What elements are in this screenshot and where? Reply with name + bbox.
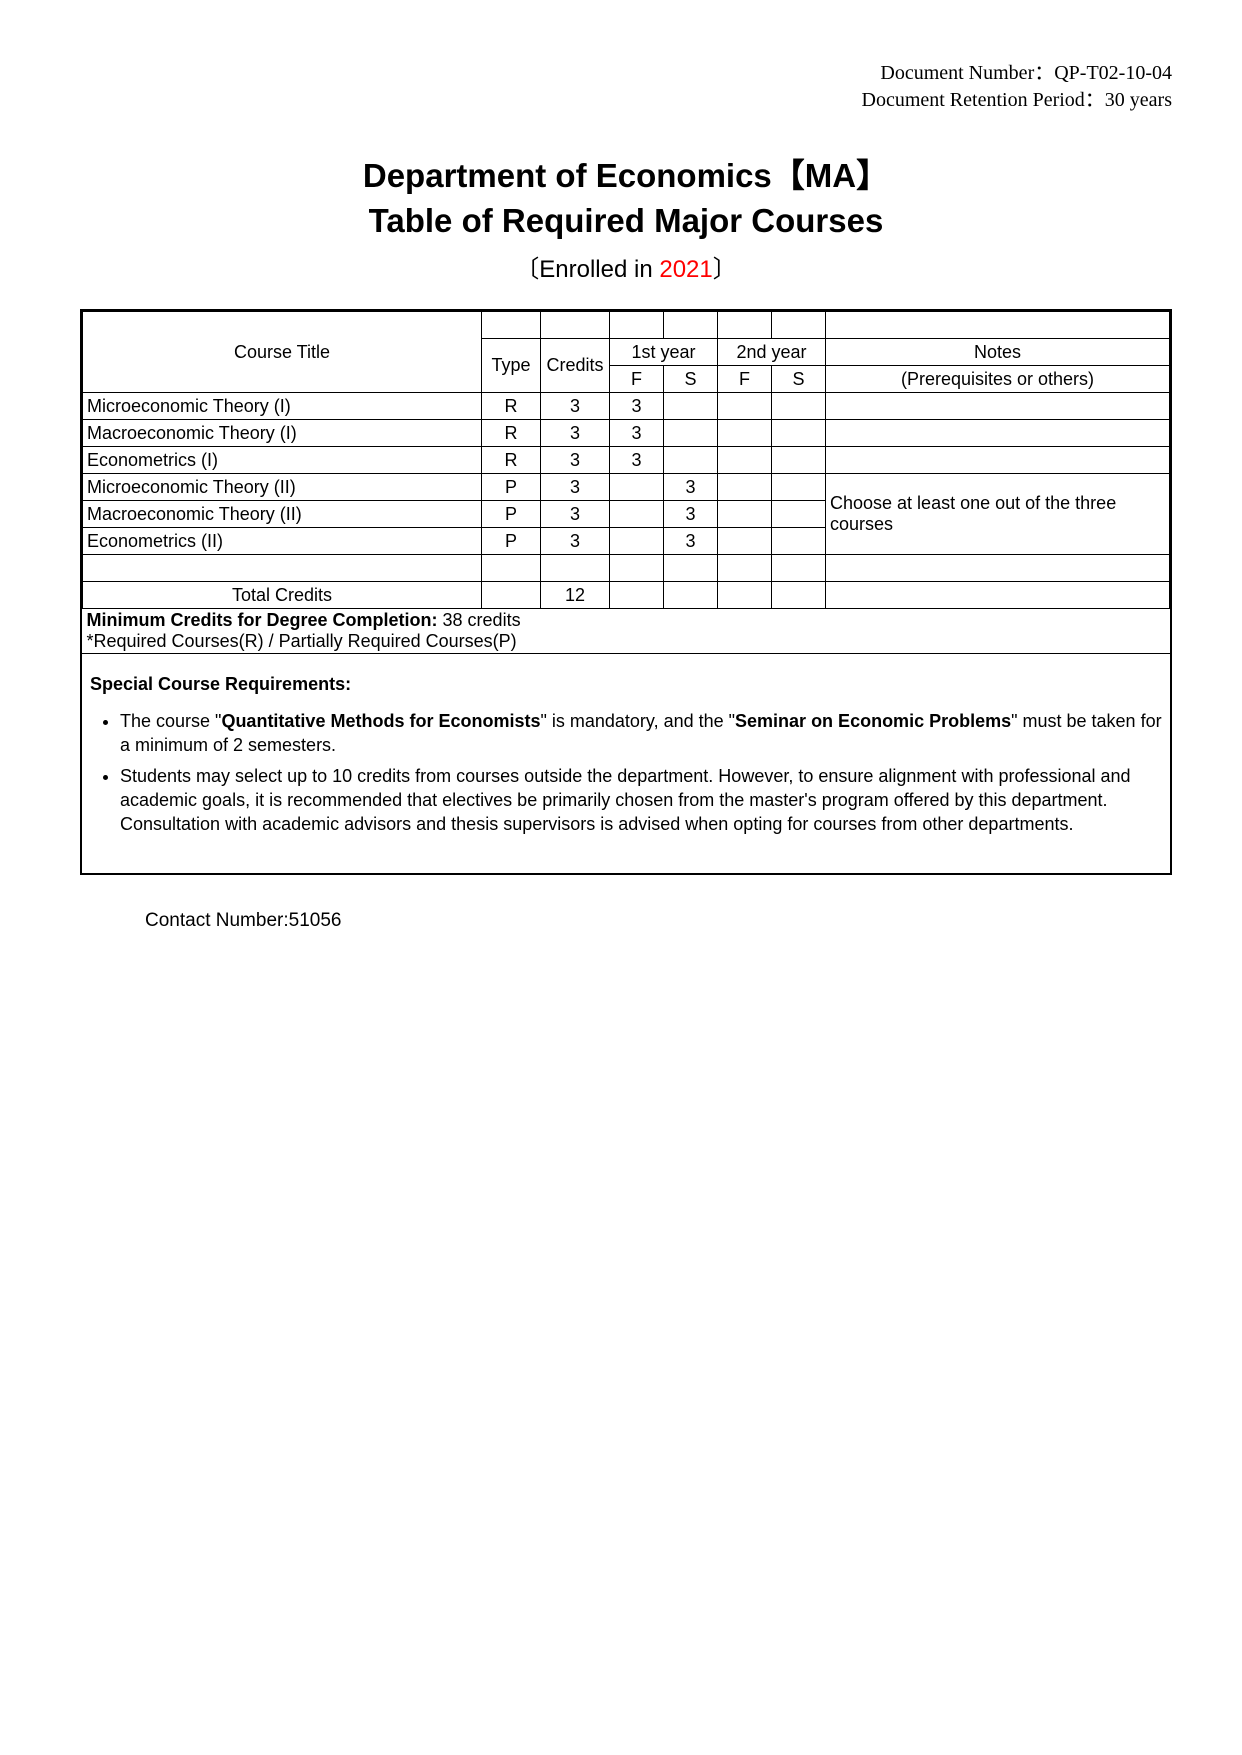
req1-b: Quantitative Methods for Economists: [221, 711, 540, 731]
table-empty-row: [83, 555, 1170, 582]
cell-y2f: [718, 447, 772, 474]
cell-y2f: [718, 393, 772, 420]
cell-y2f: [718, 528, 772, 555]
cell-note: [826, 447, 1170, 474]
cell-y2s: [772, 501, 826, 528]
cell-y1s: [664, 420, 718, 447]
doc-number-value: QP-T02-10-04: [1054, 62, 1172, 84]
cell-course-title: Microeconomic Theory (I): [83, 393, 482, 420]
requirement-item: Students may select up to 10 credits fro…: [120, 764, 1162, 837]
cell-y2s: [772, 528, 826, 555]
header-credits: Credits: [541, 339, 610, 393]
header-notes-sub: (Prerequisites or others): [826, 366, 1170, 393]
table-row: Microeconomic Theory (II) P 3 3 Choose a…: [83, 474, 1170, 501]
header-course-title: Course Title: [83, 312, 482, 393]
table-row: Microeconomic Theory (I) R 3 3: [83, 393, 1170, 420]
enrollment-line: 〔Enrolled in 2021〕: [80, 249, 1172, 284]
cell-type: R: [482, 420, 541, 447]
table-total-row: Total Credits 12: [83, 582, 1170, 609]
cell-type: P: [482, 501, 541, 528]
cell-y2s: [772, 474, 826, 501]
cell-y1f: [610, 501, 664, 528]
course-table: Course Title Type Credits 1st year 2nd y…: [82, 311, 1170, 653]
min-credits-label: Minimum Credits for Degree Completion:: [87, 610, 443, 630]
cell-course-title: Econometrics (II): [83, 528, 482, 555]
cell-y1f: [610, 474, 664, 501]
cell-note: [826, 420, 1170, 447]
requirements-heading: Special Course Requirements:: [90, 674, 1162, 695]
table-row: Macroeconomic Theory (I) R 3 3: [83, 420, 1170, 447]
cell-course-title: Microeconomic Theory (II): [83, 474, 482, 501]
cell-y2f: [718, 420, 772, 447]
cell-credits: 3: [541, 528, 610, 555]
title-line-2: Table of Required Major Courses: [80, 199, 1172, 244]
cell-y1f: 3: [610, 393, 664, 420]
requirement-item: The course "Quantitative Methods for Eco…: [120, 709, 1162, 758]
cell-y1s: [664, 447, 718, 474]
cell-y1f: [610, 528, 664, 555]
cell-y2f: [718, 501, 772, 528]
cell-credits: 3: [541, 474, 610, 501]
total-label: Total Credits: [83, 582, 482, 609]
contact-label: Contact Number:: [145, 910, 289, 931]
enroll-suffix: 〕: [713, 256, 737, 283]
min-credits-value: 38 credits: [443, 610, 521, 630]
table-top-strip: Course Title: [83, 312, 1170, 339]
required-legend: *Required Courses(R) / Partially Require…: [87, 631, 517, 651]
cell-course-title: Macroeconomic Theory (II): [83, 501, 482, 528]
req1-d: Seminar on Economic Problems: [735, 711, 1011, 731]
cell-group-note: Choose at least one out of the three cou…: [826, 474, 1170, 555]
header-y1-f: F: [610, 366, 664, 393]
cell-y2s: [772, 420, 826, 447]
cell-y1f: 3: [610, 420, 664, 447]
header-y2-s: S: [772, 366, 826, 393]
contact-line: Contact Number:51056: [145, 910, 1172, 932]
doc-number-label: Document Number：: [880, 62, 1054, 84]
header-type: Type: [482, 339, 541, 393]
req1-c: " is mandatory, and the ": [540, 711, 735, 731]
header-y2-f: F: [718, 366, 772, 393]
enroll-prefix: 〔Enrolled in: [515, 256, 659, 283]
cell-y2s: [772, 447, 826, 474]
title-block: Department of Economics【MA】 Table of Req…: [80, 154, 1172, 284]
cell-type: R: [482, 447, 541, 474]
cell-type: P: [482, 528, 541, 555]
cell-y1s: 3: [664, 528, 718, 555]
cell-credits: 3: [541, 393, 610, 420]
cell-course-title: Econometrics (I): [83, 447, 482, 474]
cell-type: R: [482, 393, 541, 420]
header-notes: Notes: [826, 339, 1170, 366]
header-year1: 1st year: [610, 339, 718, 366]
retention-value: 30 years: [1105, 89, 1172, 111]
cell-credits: 3: [541, 501, 610, 528]
cell-y1s: [664, 393, 718, 420]
cell-y1f: 3: [610, 447, 664, 474]
total-value: 12: [541, 582, 610, 609]
enroll-year: 2021: [659, 256, 712, 283]
cell-y2f: [718, 474, 772, 501]
cell-credits: 3: [541, 420, 610, 447]
cell-y1s: 3: [664, 501, 718, 528]
contact-value: 51056: [289, 910, 342, 931]
retention-label: Document Retention Period：: [862, 89, 1105, 111]
cell-y2s: [772, 393, 826, 420]
cell-credits: 3: [541, 447, 610, 474]
req1-a: The course ": [120, 711, 221, 731]
header-y1-s: S: [664, 366, 718, 393]
special-requirements: Special Course Requirements: The course …: [82, 653, 1170, 872]
header-year2: 2nd year: [718, 339, 826, 366]
cell-course-title: Macroeconomic Theory (I): [83, 420, 482, 447]
title-line-1: Department of Economics【MA】: [80, 154, 1172, 199]
cell-type: P: [482, 474, 541, 501]
cell-y1s: 3: [664, 474, 718, 501]
cell-note: [826, 393, 1170, 420]
document-metadata: Document Number：QP-T02-10-04 Document Re…: [80, 60, 1172, 114]
table-row: Econometrics (I) R 3 3: [83, 447, 1170, 474]
course-table-box: Course Title Type Credits 1st year 2nd y…: [80, 309, 1172, 874]
table-footer-row: Minimum Credits for Degree Completion: 3…: [83, 609, 1170, 654]
